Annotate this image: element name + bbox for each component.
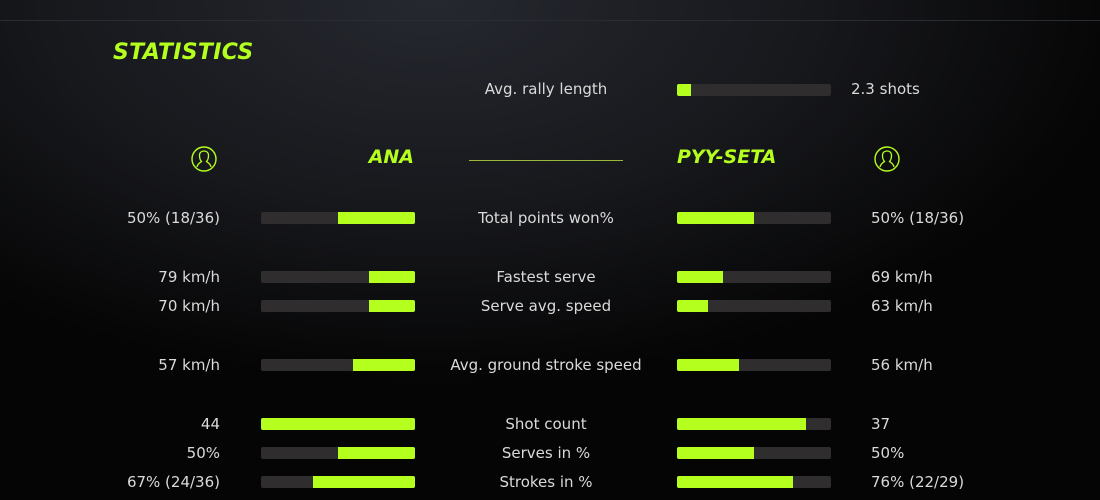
stat-right-bar-fill xyxy=(677,476,793,488)
stat-right-bar xyxy=(677,476,831,488)
stat-left-bar-fill xyxy=(368,271,415,283)
stat-label: Shot count xyxy=(505,415,587,433)
stat-label: Serve avg. speed xyxy=(480,297,612,315)
rally-bar xyxy=(677,84,831,96)
rally-label: Avg. rally length xyxy=(484,80,608,98)
stat-left-bar xyxy=(261,300,415,312)
top-divider xyxy=(0,20,1100,21)
stat-right-value: 56 km/h xyxy=(871,356,933,374)
stat-left-bar xyxy=(261,476,415,488)
stat-left-bar xyxy=(261,212,415,224)
stat-right-value: 37 xyxy=(871,415,891,433)
stat-left-bar-fill xyxy=(338,212,415,224)
stat-right-bar xyxy=(677,359,831,371)
rally-value: 2.3 shots xyxy=(851,80,920,98)
rally-bar-fill xyxy=(677,84,691,96)
stat-label: Serves in % xyxy=(501,444,591,462)
stat-right-bar-fill xyxy=(677,271,724,283)
stat-right-bar-fill xyxy=(677,359,739,371)
header-divider xyxy=(469,160,623,161)
user-icon xyxy=(191,146,217,172)
stat-right-bar-fill xyxy=(677,300,708,312)
page-title: STATISTICS xyxy=(113,40,254,65)
stat-left-bar-fill xyxy=(338,447,415,459)
stat-left-value: 70 km/h xyxy=(158,297,220,315)
stat-right-bar xyxy=(677,447,831,459)
stat-label: Avg. ground stroke speed xyxy=(450,356,642,374)
player-right-name: PYY-SETA xyxy=(677,146,777,168)
stat-right-value: 76% (22/29) xyxy=(871,473,965,491)
stat-right-bar xyxy=(677,271,831,283)
stat-left-bar-fill xyxy=(261,418,415,430)
stat-left-bar xyxy=(261,359,415,371)
stat-right-bar xyxy=(677,300,831,312)
stat-right-bar-fill xyxy=(677,212,754,224)
stat-right-bar xyxy=(677,418,831,430)
stat-left-bar xyxy=(261,418,415,430)
stat-left-bar xyxy=(261,447,415,459)
stat-left-bar-fill xyxy=(353,359,415,371)
stat-left-bar xyxy=(261,271,415,283)
stat-left-value: 50% (18/36) xyxy=(126,209,220,227)
stat-right-value: 50% xyxy=(871,444,905,462)
stat-label: Strokes in % xyxy=(499,473,593,491)
stat-right-bar-fill xyxy=(677,418,807,430)
stat-right-bar xyxy=(677,212,831,224)
stat-left-bar-fill xyxy=(368,300,415,312)
user-icon xyxy=(874,146,900,172)
stat-left-value: 44 xyxy=(200,415,220,433)
stat-label: Total points won% xyxy=(478,209,614,227)
stat-left-value: 79 km/h xyxy=(158,268,220,286)
stat-right-value: 50% (18/36) xyxy=(871,209,965,227)
stat-right-value: 63 km/h xyxy=(871,297,933,315)
stat-right-value: 69 km/h xyxy=(871,268,933,286)
stat-label: Fastest serve xyxy=(496,268,596,286)
player-left-name: ANA xyxy=(368,146,414,168)
stat-left-value: 50% xyxy=(186,444,220,462)
stat-left-value: 67% (24/36) xyxy=(126,473,220,491)
stat-left-value: 57 km/h xyxy=(158,356,220,374)
stat-right-bar-fill xyxy=(677,447,754,459)
stat-left-bar-fill xyxy=(313,476,415,488)
